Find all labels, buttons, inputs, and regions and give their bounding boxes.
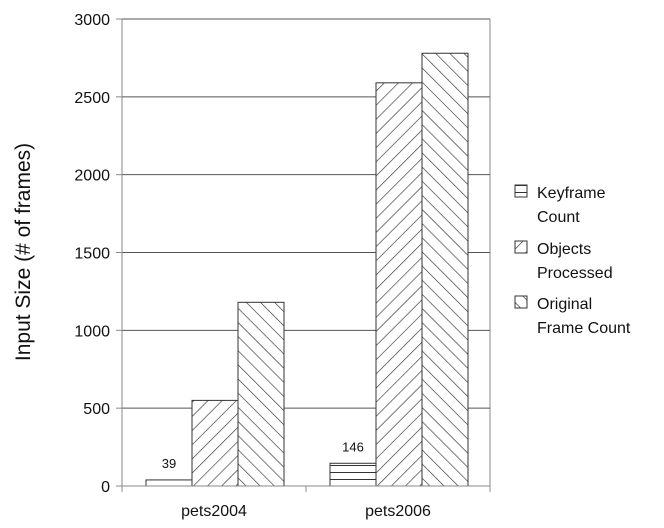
bar-pets2004-original-frame-count — [237, 301, 285, 487]
y-tick-label: 500 — [83, 401, 110, 418]
legend-item: Original Frame Count — [514, 295, 631, 337]
data-label: 39 — [162, 456, 176, 471]
x-axis-ticks: pets2004 pets2006 — [121, 486, 491, 520]
legend-swatch — [514, 295, 528, 309]
bar-pets2006-objects-processed — [375, 82, 423, 487]
legend: Keyframe Count Objects Processed Original Fra… — [514, 184, 631, 337]
y-tick-label: 1000 — [74, 323, 110, 340]
bar-pets2004-objects-processed — [191, 399, 239, 487]
data-labels: 39 146 — [162, 439, 364, 471]
legend-label-line: Objects — [537, 241, 591, 258]
data-label: 146 — [342, 439, 364, 454]
legend-label-line: Frame Count — [537, 320, 631, 337]
bar-pets2006-keyframe-count — [329, 462, 377, 487]
gridlines — [122, 18, 490, 409]
y-axis-title: Input Size (# of frames) — [12, 143, 35, 361]
y-tick-label: 0 — [101, 479, 110, 496]
legend-swatch — [514, 240, 528, 254]
legend-label: Original Frame Count — [537, 296, 631, 337]
legend-label: Objects Processed — [537, 241, 613, 282]
legend-swatch — [514, 184, 528, 198]
legend-label-line: Original — [537, 296, 592, 313]
legend-label: Keyframe Count — [537, 185, 606, 226]
legend-label-line: Count — [537, 209, 580, 226]
y-tick-label: 2500 — [74, 90, 110, 107]
y-tick-label: 1500 — [74, 246, 110, 263]
legend-item: Objects Processed — [514, 240, 613, 282]
legend-item: Keyframe Count — [514, 184, 606, 226]
y-tick-label: 3000 — [74, 12, 110, 29]
y-axis-ticks: 0 500 1000 1500 2000 2500 3000 — [74, 12, 122, 496]
legend-label-line: Keyframe — [537, 185, 606, 202]
bar-pets2004-keyframe-count — [145, 479, 193, 487]
bars — [145, 52, 469, 487]
bar-pets2006-original-frame-count — [421, 52, 469, 487]
legend-label-line: Processed — [537, 265, 613, 282]
y-tick-label: 2000 — [74, 168, 110, 185]
x-tick-label: pets2004 — [181, 503, 247, 520]
x-tick-label: pets2006 — [365, 503, 431, 520]
